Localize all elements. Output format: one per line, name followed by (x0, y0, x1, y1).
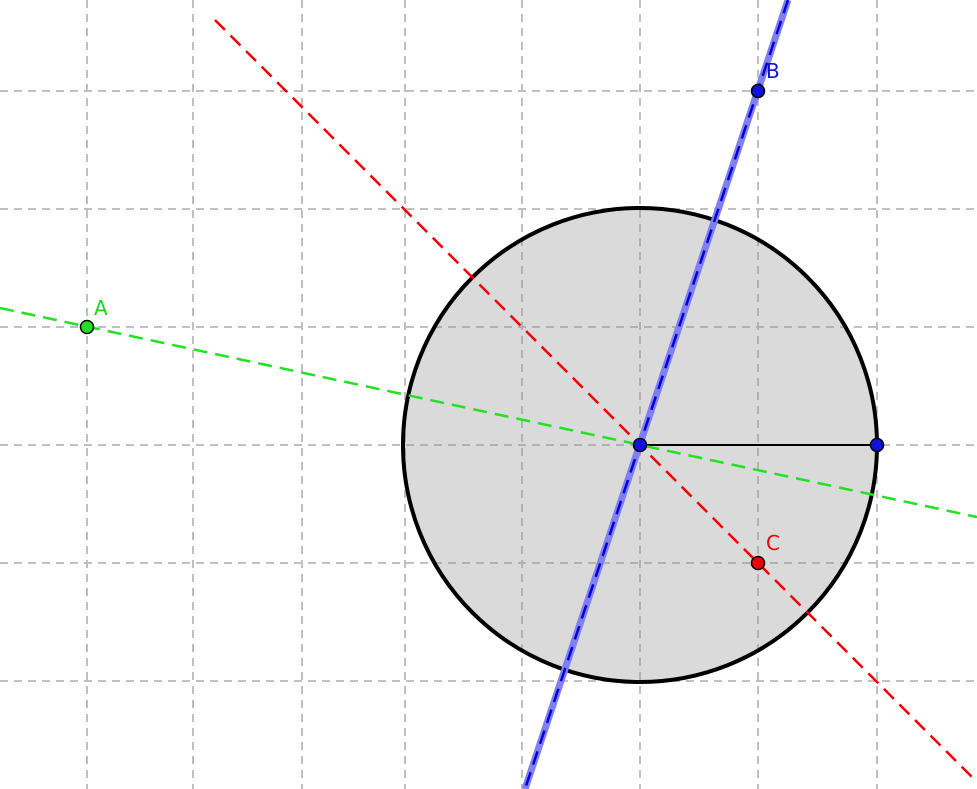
label-c: C (766, 531, 780, 555)
radius-point[interactable] (869, 437, 885, 453)
point-c[interactable] (750, 555, 766, 571)
point-a[interactable] (79, 319, 95, 335)
center-point[interactable] (632, 437, 648, 453)
label-b: B (766, 59, 780, 83)
green-line (0, 306, 977, 519)
label-a: A (94, 296, 108, 320)
blue-line (523, 0, 790, 789)
point-b[interactable] (750, 83, 766, 99)
red-line (214, 19, 976, 781)
